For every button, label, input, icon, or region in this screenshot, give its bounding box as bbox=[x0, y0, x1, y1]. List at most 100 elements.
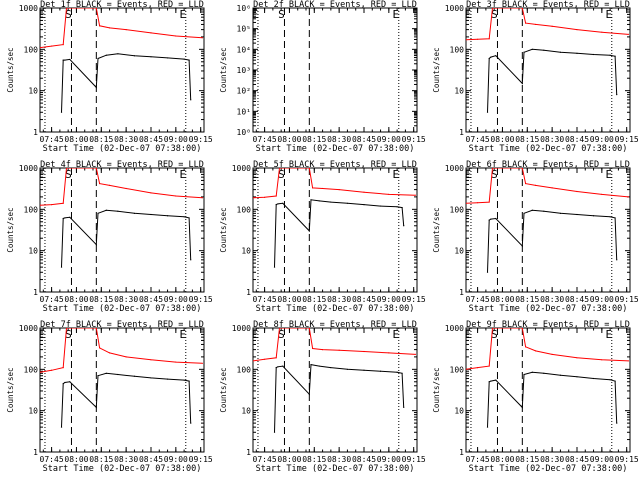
series-point bbox=[190, 99, 192, 101]
series-point bbox=[62, 217, 64, 220]
series-point bbox=[363, 369, 365, 371]
x-axis-label: Start Time (02-Dec-07 07:38:00) bbox=[256, 464, 415, 474]
series-point bbox=[62, 44, 64, 46]
series-point bbox=[495, 328, 497, 329]
y-axis-label: Counts/sec bbox=[432, 207, 441, 252]
y-tick-label: 10 bbox=[241, 247, 251, 256]
x-tick-label: 08:30 bbox=[327, 135, 351, 144]
x-tick-label: 08:45 bbox=[565, 455, 589, 464]
series-point bbox=[62, 367, 64, 369]
x-tick-label: 08:00 bbox=[490, 135, 514, 144]
marker-label: S bbox=[491, 168, 498, 181]
series-point bbox=[531, 371, 533, 373]
y-tick-label: 1 bbox=[33, 448, 38, 457]
series-point bbox=[414, 194, 416, 196]
series-point bbox=[614, 380, 616, 382]
series-point bbox=[150, 32, 152, 34]
x-tick-label: 07:45 bbox=[466, 295, 490, 304]
series-point bbox=[133, 375, 136, 377]
series-point bbox=[275, 357, 277, 359]
series-point bbox=[183, 216, 185, 218]
series-point bbox=[495, 168, 497, 169]
series-point bbox=[338, 349, 340, 351]
x-tick-label: 07:45 bbox=[40, 455, 64, 464]
y-axis-label: Counts/sec bbox=[432, 367, 441, 412]
x-tick-label: 08:30 bbox=[540, 455, 564, 464]
y-tick-label: 100 bbox=[24, 45, 39, 54]
series-point bbox=[576, 213, 578, 216]
y-tick-label: 1 bbox=[246, 448, 251, 457]
marker-label: E bbox=[605, 168, 612, 181]
series-point bbox=[188, 217, 190, 219]
series-point bbox=[64, 217, 66, 219]
x-tick-label: 08:30 bbox=[327, 455, 351, 464]
series-point bbox=[150, 192, 152, 194]
y-tick-label: 10² bbox=[237, 87, 251, 96]
x-tick-label: 08:30 bbox=[114, 135, 138, 144]
series-point bbox=[62, 59, 64, 61]
series-line-lld bbox=[253, 168, 416, 199]
x-tick-label: 09:00 bbox=[377, 295, 401, 304]
y-tick-label: 100 bbox=[237, 365, 252, 374]
series-point bbox=[616, 259, 618, 261]
y-tick-label: 100 bbox=[450, 205, 465, 214]
series-point bbox=[616, 94, 618, 96]
series-point bbox=[609, 54, 611, 56]
series-point bbox=[576, 52, 578, 54]
plot-frame bbox=[252, 327, 418, 453]
marker-label: E bbox=[39, 8, 46, 21]
series-point bbox=[401, 372, 403, 374]
series-point bbox=[346, 202, 349, 204]
series-point bbox=[525, 182, 527, 185]
x-tick-label: 08:30 bbox=[327, 295, 351, 304]
series-point bbox=[150, 213, 152, 216]
series-point bbox=[495, 379, 497, 381]
series-line-events bbox=[274, 364, 405, 433]
series-point bbox=[490, 218, 492, 220]
series-point bbox=[321, 187, 324, 190]
series-point bbox=[40, 47, 41, 49]
series-line-lld bbox=[253, 328, 416, 362]
series-point bbox=[108, 352, 111, 354]
series-point bbox=[486, 111, 489, 113]
plot-panel-8: Det 8f BLACK = Events, RED = LLD 1 10 100 10… bbox=[219, 320, 426, 474]
series-point bbox=[491, 8, 494, 9]
series-point bbox=[346, 368, 349, 370]
series-point bbox=[616, 422, 618, 424]
y-tick-label: 1 bbox=[459, 288, 464, 297]
series-point bbox=[175, 35, 177, 37]
series-point bbox=[576, 357, 578, 359]
series-point bbox=[488, 57, 490, 60]
series-line-events bbox=[487, 209, 618, 273]
x-tick-label: 08:00 bbox=[64, 295, 88, 304]
x-tick-label: 09:00 bbox=[590, 295, 614, 304]
series-point bbox=[95, 86, 97, 88]
plot-panel-9: Det 9f BLACK = Events, RED = LLD 1 10 100 10… bbox=[432, 320, 639, 474]
series-point bbox=[403, 225, 405, 227]
series-point bbox=[495, 8, 497, 9]
series-point bbox=[363, 191, 365, 193]
series-point bbox=[183, 58, 185, 60]
series-point bbox=[60, 111, 63, 113]
marker-label: E bbox=[465, 8, 472, 21]
x-tick-label: 08:00 bbox=[277, 135, 301, 144]
series-point bbox=[534, 350, 537, 352]
plot-frame bbox=[252, 7, 418, 133]
series-line-events bbox=[487, 48, 618, 113]
series-point bbox=[40, 204, 41, 206]
series-point bbox=[150, 56, 152, 58]
marker-label: E bbox=[252, 8, 259, 21]
series-point bbox=[40, 371, 41, 373]
series-point bbox=[521, 328, 523, 329]
x-tick-label: 09:15 bbox=[189, 135, 213, 144]
x-tick-label: 09:00 bbox=[377, 135, 401, 144]
marker-label: S bbox=[278, 328, 285, 341]
series-point bbox=[363, 350, 365, 353]
marker-label: S bbox=[278, 8, 285, 21]
x-tick-label: 08:45 bbox=[139, 135, 163, 144]
x-tick-label: 08:15 bbox=[89, 455, 113, 464]
plot-title: Det 8f BLACK = Events, RED = LLD bbox=[253, 320, 417, 330]
series-point bbox=[308, 328, 310, 329]
series-point bbox=[363, 204, 365, 206]
